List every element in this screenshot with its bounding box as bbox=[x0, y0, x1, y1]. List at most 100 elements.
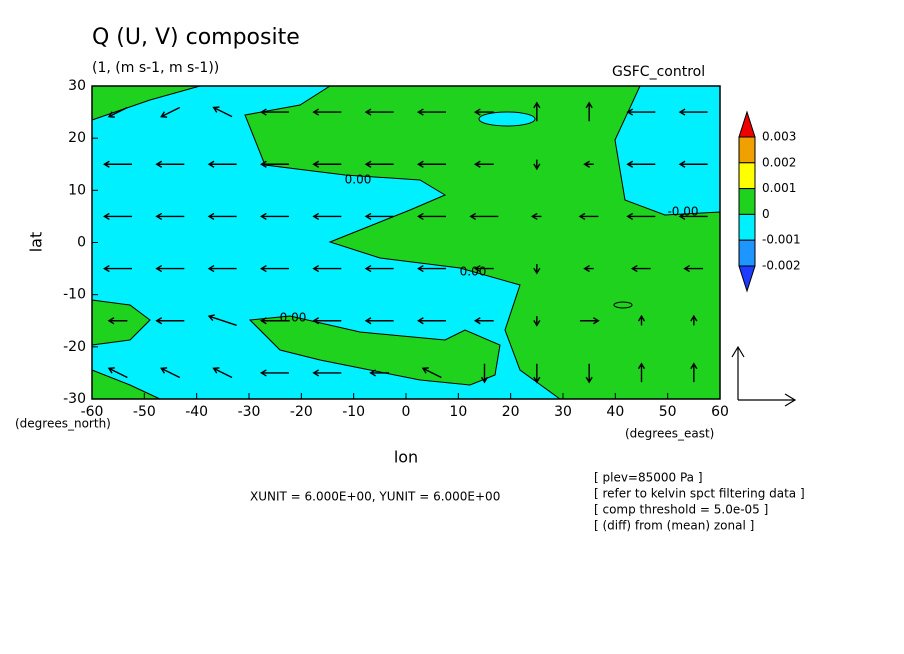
note: [ comp threshold = 5.0e-05 ] bbox=[594, 503, 768, 517]
wind-vector bbox=[155, 317, 185, 325]
contour-label: -0.00 bbox=[667, 205, 698, 219]
wind-vector bbox=[103, 212, 132, 221]
x-tick-label: -30 bbox=[238, 404, 261, 420]
wind-vector bbox=[417, 108, 446, 116]
y-axis-label: lat bbox=[27, 232, 46, 253]
note: [ refer to kelvin spct filtering data ] bbox=[594, 487, 805, 501]
colorbar-swatch bbox=[738, 239, 756, 267]
wind-vector bbox=[107, 367, 128, 379]
wind-vector bbox=[583, 264, 594, 273]
wind-vector bbox=[533, 101, 541, 122]
x-tick-label: -50 bbox=[133, 404, 156, 420]
colorbar-label: 0.001 bbox=[762, 181, 796, 195]
x-tick-label: 30 bbox=[554, 404, 572, 420]
wind-vector bbox=[155, 212, 185, 221]
x-unit-label: (degrees_east) bbox=[625, 427, 714, 441]
x-tick-label: -60 bbox=[81, 404, 104, 420]
wind-vector bbox=[260, 264, 289, 273]
wind-vector bbox=[364, 160, 394, 168]
colorbar-swatch bbox=[738, 136, 756, 164]
y-tick-label: -10 bbox=[63, 287, 86, 303]
colorbar-label: 0.003 bbox=[762, 130, 796, 144]
subtitle: (1, (m s-1, m s-1)) bbox=[92, 60, 219, 76]
contour-label: 0.00 bbox=[460, 265, 487, 279]
wind-vector bbox=[312, 160, 342, 168]
wind-vector bbox=[473, 108, 494, 116]
wind-vector bbox=[160, 367, 181, 379]
wind-vector bbox=[579, 317, 600, 325]
wind-vector bbox=[683, 264, 704, 273]
wind-vector bbox=[103, 264, 132, 273]
colorbar-label: 0.002 bbox=[762, 155, 796, 169]
wind-vector bbox=[533, 159, 541, 171]
colorbar-label: -0.001 bbox=[762, 233, 801, 247]
wind-vector bbox=[417, 317, 446, 325]
wind-vector bbox=[421, 367, 442, 379]
colorbar-swatch bbox=[738, 110, 756, 138]
colorbar-swatch bbox=[738, 188, 756, 215]
wind-vector bbox=[678, 160, 708, 168]
wind-vector bbox=[364, 212, 394, 221]
wind-vector bbox=[533, 263, 541, 275]
wind-vector bbox=[626, 108, 656, 116]
wind-vector bbox=[585, 363, 593, 384]
wind-vector bbox=[473, 264, 494, 273]
wind-vector bbox=[690, 314, 698, 326]
contour-label: 0.00 bbox=[280, 311, 307, 325]
wind-vector bbox=[417, 160, 446, 168]
wind-vector bbox=[260, 212, 289, 221]
x-tick-label: 40 bbox=[606, 404, 624, 420]
wind-vector bbox=[530, 212, 542, 221]
contour-fill bbox=[613, 301, 633, 309]
wind-vector bbox=[312, 108, 342, 116]
wind-vector bbox=[637, 314, 646, 326]
wind-vector bbox=[364, 108, 394, 116]
wind-vector bbox=[260, 108, 289, 116]
wind-vector bbox=[312, 317, 342, 325]
note: [ plev=85000 Pa ] bbox=[594, 471, 703, 485]
x-tick-label: 50 bbox=[659, 404, 677, 420]
x-tick-label: 60 bbox=[711, 404, 729, 420]
wind-vector bbox=[480, 363, 489, 384]
vector-units: XUNIT = 6.000E+00, YUNIT = 6.000E+00 bbox=[250, 490, 500, 504]
x-tick-label: -10 bbox=[342, 404, 365, 420]
wind-vector bbox=[678, 108, 708, 116]
y-tick-label: 20 bbox=[68, 130, 86, 146]
wind-vector bbox=[585, 101, 593, 122]
wind-vector bbox=[533, 316, 541, 327]
contour-label: 0.00 bbox=[345, 173, 372, 187]
wind-vector bbox=[155, 264, 185, 273]
wind-vector bbox=[626, 160, 656, 168]
wind-vector bbox=[626, 212, 656, 221]
colorbar-swatch bbox=[738, 213, 756, 241]
colorbar-swatch bbox=[738, 162, 756, 190]
x-tick-label: 20 bbox=[502, 404, 520, 420]
y-unit-label: (degrees_north) bbox=[15, 417, 111, 431]
y-tick-label: 10 bbox=[68, 182, 86, 198]
colorbar-label: 0 bbox=[762, 207, 770, 221]
wind-vector bbox=[212, 106, 233, 118]
wind-vector bbox=[155, 160, 185, 168]
wind-vector bbox=[207, 264, 237, 273]
wind-vector bbox=[533, 363, 541, 384]
wind-vector bbox=[369, 369, 390, 377]
y-tick-label: -30 bbox=[63, 391, 86, 407]
x-tick-label: -20 bbox=[290, 404, 313, 420]
wind-vector bbox=[364, 264, 394, 273]
contour-fill bbox=[248, 315, 501, 386]
wind-vector bbox=[417, 264, 446, 273]
chart-title: Q (U, V) composite bbox=[92, 25, 300, 50]
contour-fill bbox=[244, 85, 721, 400]
wind-vector bbox=[678, 212, 708, 221]
contour-fill bbox=[478, 111, 536, 127]
wind-vector bbox=[207, 160, 237, 168]
wind-vector bbox=[583, 160, 594, 168]
colorbar-label: -0.002 bbox=[762, 259, 801, 273]
wind-vector bbox=[364, 317, 394, 325]
y-tick-label: -20 bbox=[63, 339, 86, 355]
reference-vector bbox=[731, 345, 797, 407]
wind-vector bbox=[160, 106, 181, 118]
wind-vector bbox=[473, 160, 494, 168]
x-tick-label: -40 bbox=[185, 404, 208, 420]
